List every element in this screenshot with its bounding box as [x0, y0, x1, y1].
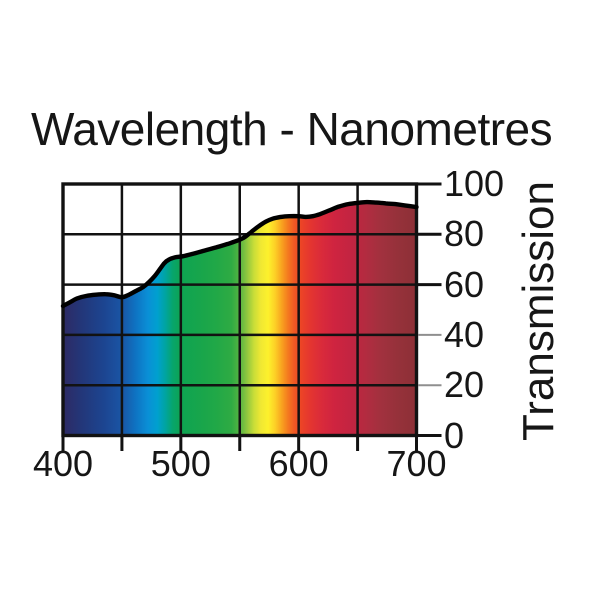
x-tick-label-600: 600 — [268, 443, 329, 484]
y-tick-label-40: 40 — [444, 313, 485, 355]
plot-border — [61, 182, 419, 438]
y-tick-label-20: 20 — [444, 364, 485, 406]
transmission-curve — [60, 199, 419, 309]
x-tick-label-400: 400 — [32, 443, 94, 484]
y-tick-label-0: 0 — [444, 414, 465, 456]
y-tick-label-100: 100 — [444, 163, 505, 204]
y-tick-label-80: 80 — [444, 213, 485, 255]
y-axis-title: Transmission — [514, 181, 563, 441]
chart-title: Wavelength - Nanometres — [31, 103, 553, 155]
x-tick-label-500: 500 — [150, 443, 211, 484]
x-tick-label-700: 700 — [386, 443, 447, 484]
y-tick-label-60: 60 — [444, 263, 485, 305]
